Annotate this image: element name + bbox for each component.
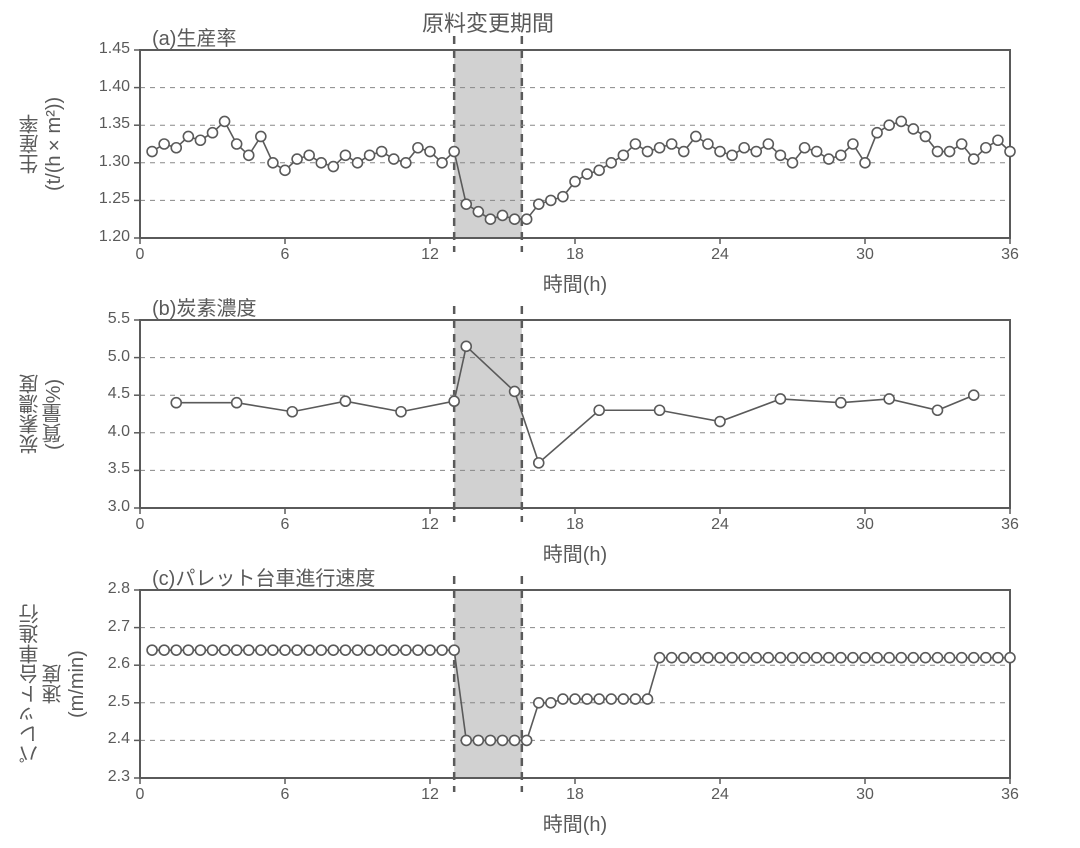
panel-c-svg xyxy=(0,0,1080,848)
multi-panel-chart: 原料変更期間(a)生産率生産率(t/(h×m²))1.201.251.301.3… xyxy=(0,0,1080,848)
